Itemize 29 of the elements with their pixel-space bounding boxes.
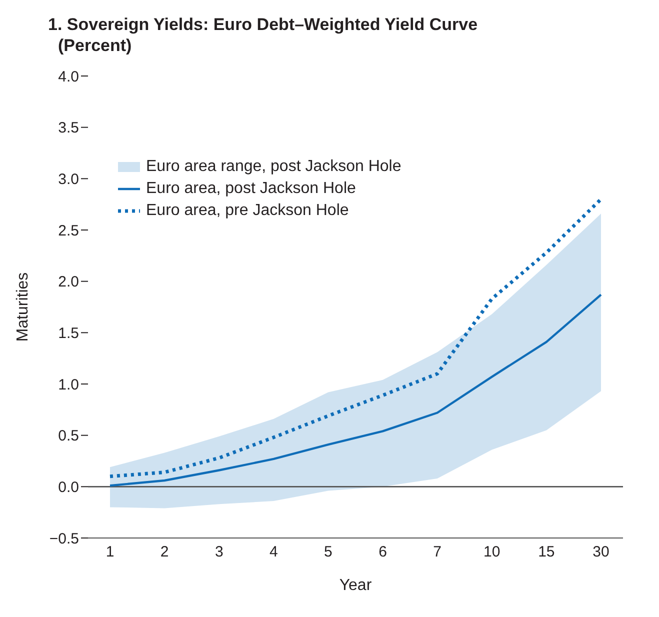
y-axis-title: Maturities xyxy=(14,272,32,342)
x-tick-label: 3 xyxy=(214,544,224,561)
x-tick-label: 7 xyxy=(433,544,442,561)
chart-title: 1. Sovereign Yields: Euro Debt–Weighted Yield Curve xyxy=(48,14,478,35)
y-tick-label: −0.5 xyxy=(49,530,79,548)
line-series xyxy=(108,197,603,478)
y-tick-label: 2.0 xyxy=(58,274,79,291)
x-tick-label: 5 xyxy=(324,544,332,561)
y-tick-label: 2.5 xyxy=(58,222,79,240)
legend-label: Euro area, post Jackson Hole xyxy=(146,179,356,199)
x-tick-label: 1 xyxy=(106,544,114,561)
y-tick-label: 1.5 xyxy=(58,324,79,342)
y-tick-label: 0.0 xyxy=(58,478,79,496)
x-tick-label: 15 xyxy=(538,544,555,561)
x-tick-label: 30 xyxy=(592,544,610,561)
annotation: Euro area range, post Jackson Hole xyxy=(146,157,402,177)
y-tick-label: 1.0 xyxy=(58,376,79,394)
legend-label: Euro area, pre Jackson Hole xyxy=(146,201,349,221)
y-tick-label: 0.5 xyxy=(58,428,79,445)
y-tick-label: 3.5 xyxy=(58,120,79,137)
y-tick-label: 4.0 xyxy=(58,68,79,86)
line-series xyxy=(108,294,602,487)
x-axis-title: Year xyxy=(339,577,372,594)
y-tick-label: 3.0 xyxy=(58,170,79,188)
x-tick-label: 6 xyxy=(378,544,387,561)
chart-subtitle: (Percent) xyxy=(57,35,133,56)
x-tick-label: 4 xyxy=(269,544,278,561)
x-tick-label: 10 xyxy=(484,544,500,561)
x-tick-label: 2 xyxy=(160,544,169,561)
